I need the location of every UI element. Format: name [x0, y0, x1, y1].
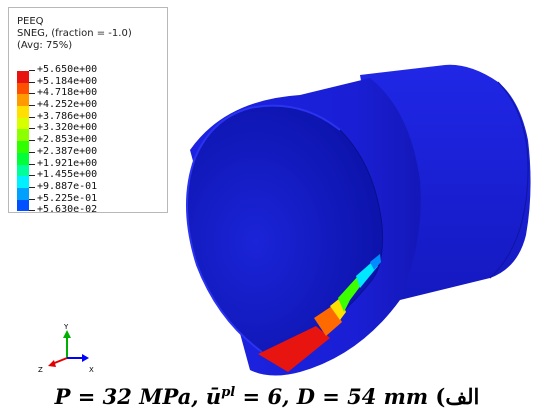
legend-value: +5.650e+00	[37, 64, 98, 75]
legend-value: +5.225e-01	[37, 192, 98, 204]
triad-z-label: Z	[38, 366, 43, 374]
caption-strain-symbol: ū	[205, 384, 222, 409]
legend-value: +5.630e-02	[37, 204, 98, 216]
legend-swatch	[17, 199, 29, 212]
legend-tick	[29, 210, 35, 212]
legend-tick	[29, 70, 35, 71]
triad-y-label: Y	[63, 323, 69, 331]
contour-orange	[314, 306, 342, 336]
legend-variable: PEEQ	[17, 16, 44, 27]
legend-swatch	[17, 141, 29, 153]
caption-pressure: P = 32 MPa,	[54, 384, 199, 409]
tube-end-edge	[489, 81, 529, 279]
legend-tick	[29, 140, 35, 142]
legend-value: +4.252e+00	[37, 99, 98, 111]
contour-legend: PEEQ SNEG, (fraction = -1.0) (Avg: 75%) …	[8, 7, 168, 216]
legend-tick	[29, 128, 35, 130]
triad-x-label: X	[89, 366, 94, 374]
legend-value: +9.887e-01	[37, 180, 98, 192]
legend-tick	[29, 116, 35, 118]
legend-value: +2.853e+00	[37, 134, 98, 146]
legend-tick	[29, 186, 35, 188]
contour-cyan	[356, 262, 378, 288]
legend-tick	[29, 105, 35, 107]
contour-red	[258, 326, 330, 372]
legend-tick	[29, 198, 35, 200]
legend-swatch	[17, 71, 29, 83]
legend-section-point: SNEG, (fraction = -1.0)	[17, 28, 132, 39]
legend-swatch	[17, 187, 29, 200]
caption-strain-sup: pl	[221, 385, 236, 400]
legend-tick	[29, 151, 35, 153]
legend-swatch	[17, 117, 29, 130]
legend-tick	[29, 163, 35, 165]
legend-swatch	[17, 82, 29, 95]
contour-light-blue	[370, 254, 381, 270]
caption-strain-value: = 6,	[235, 384, 290, 409]
legend-swatch	[17, 176, 29, 188]
legend-value: +2.387e+00	[37, 145, 98, 157]
caption-label: (الف	[435, 384, 480, 409]
legend-value: +1.921e+00	[37, 157, 98, 169]
legend-value: +4.718e+00	[37, 87, 98, 99]
legend-swatch	[17, 164, 29, 177]
legend-value: +3.320e+00	[37, 122, 98, 134]
figure-caption: P = 32 MPa, ūpl = 6, D = 54 mm (الف	[0, 384, 534, 409]
legend-tick	[29, 175, 35, 177]
legend-averaging: (Avg: 75%)	[17, 40, 73, 51]
legend-swatch	[17, 94, 29, 107]
coordinate-triad: Y X Z	[38, 323, 94, 374]
caption-strain: ūpl = 6,	[206, 384, 289, 409]
legend-swatch	[17, 106, 29, 118]
legend-value: +5.184e+00	[37, 75, 98, 87]
flare-rim	[185, 104, 341, 353]
legend-swatch	[17, 129, 29, 142]
legend-value: +1.455e+00	[37, 169, 98, 181]
legend-value: +3.786e+00	[37, 110, 98, 122]
legend-swatch	[17, 152, 29, 165]
legend-tick	[29, 93, 35, 95]
legend-tick	[29, 81, 35, 83]
caption-diameter: D = 54 mm	[296, 384, 429, 409]
